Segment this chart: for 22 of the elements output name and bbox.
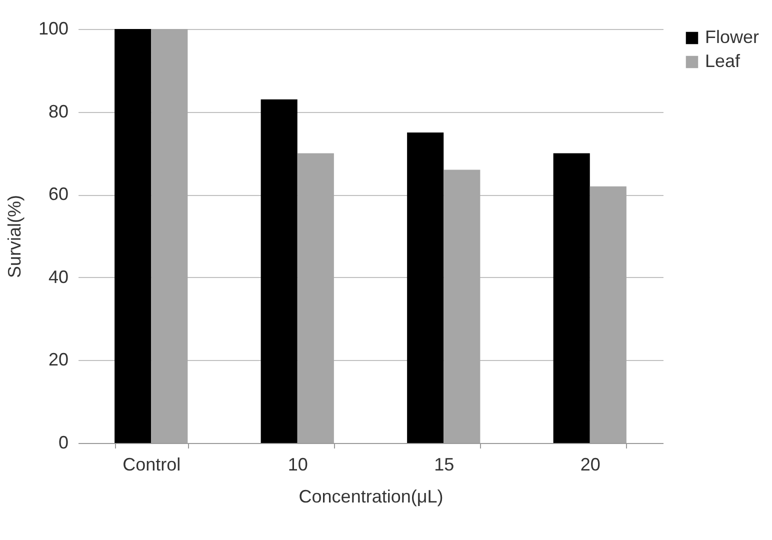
y-tick-label: 60 xyxy=(48,184,68,204)
bar xyxy=(297,153,334,443)
bar xyxy=(260,99,298,443)
y-tick-label: 100 xyxy=(38,18,68,38)
bar xyxy=(553,153,590,443)
x-tick-label: Control xyxy=(122,454,181,474)
legend-label: Leaf xyxy=(705,51,742,71)
x-tick-label: 10 xyxy=(288,454,308,474)
legend-label: Flower xyxy=(705,27,760,47)
y-axis-title: Survial(%) xyxy=(4,194,24,278)
bar xyxy=(151,29,188,443)
bar xyxy=(114,29,152,443)
x-tick-label: 20 xyxy=(580,454,600,474)
bar xyxy=(590,186,626,443)
bar xyxy=(407,132,444,443)
y-tick-label: 20 xyxy=(48,350,68,370)
x-axis-title: Concentration(μL) xyxy=(298,486,444,506)
y-tick-label: 0 xyxy=(58,432,68,452)
y-tick-label: 40 xyxy=(48,266,68,287)
bar xyxy=(444,170,480,443)
x-tick-label: 15 xyxy=(434,454,454,474)
y-tick-label: 80 xyxy=(48,101,68,122)
